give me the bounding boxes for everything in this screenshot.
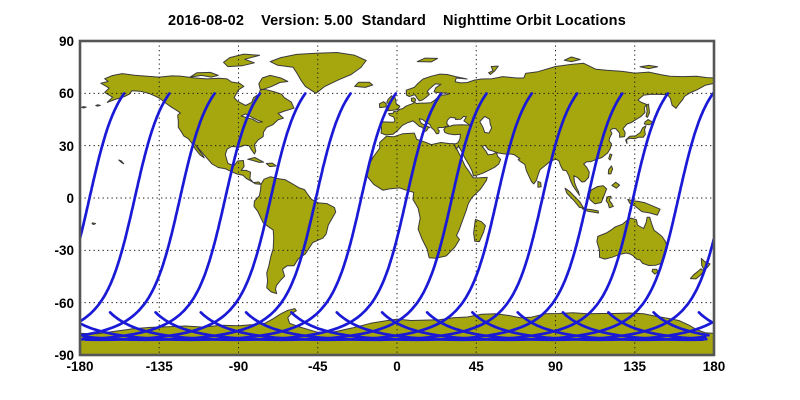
x-tick-label-0: 0	[393, 359, 401, 374]
orbit-track-6	[80, 92, 713, 342]
y-tick-label--90: -90	[54, 348, 74, 363]
orbit-track-0	[80, 92, 714, 342]
orbit-track-11	[290, 92, 624, 342]
y-tick-label-30: 30	[58, 138, 74, 154]
orbit-track-7	[108, 92, 443, 342]
orbit-track-8	[154, 92, 488, 342]
x-tick-label--180: -180	[66, 359, 94, 374]
y-tick-label-90: 90	[58, 34, 74, 49]
orbit-track-4	[84, 92, 708, 342]
x-tick-label-45: 45	[468, 359, 484, 374]
x-tick-label-135: 135	[623, 359, 647, 374]
map-layer	[80, 41, 714, 355]
y-tick-label-60: 60	[58, 86, 74, 102]
orbit-track-12	[335, 92, 670, 342]
orbit-track-10	[244, 92, 579, 342]
chart-title: 2016-08-02 Version: 5.00 Standard Nightt…	[168, 13, 626, 29]
y-tick-label--30: -30	[54, 243, 74, 259]
x-tick-label--45: -45	[307, 359, 328, 374]
x-tick-label-180: 180	[702, 359, 726, 374]
x-tick-label--90: -90	[228, 359, 249, 374]
orbit-track-13	[380, 92, 714, 342]
x-tick-label--135: -135	[145, 359, 173, 374]
orbit-track-9	[199, 92, 534, 342]
y-tick-label--60: -60	[54, 295, 74, 311]
plot-frame	[78, 39, 716, 357]
x-tick-label-90: 90	[547, 359, 564, 374]
y-tick-label-0: 0	[66, 191, 74, 206]
orbit-track-5	[82, 92, 710, 342]
